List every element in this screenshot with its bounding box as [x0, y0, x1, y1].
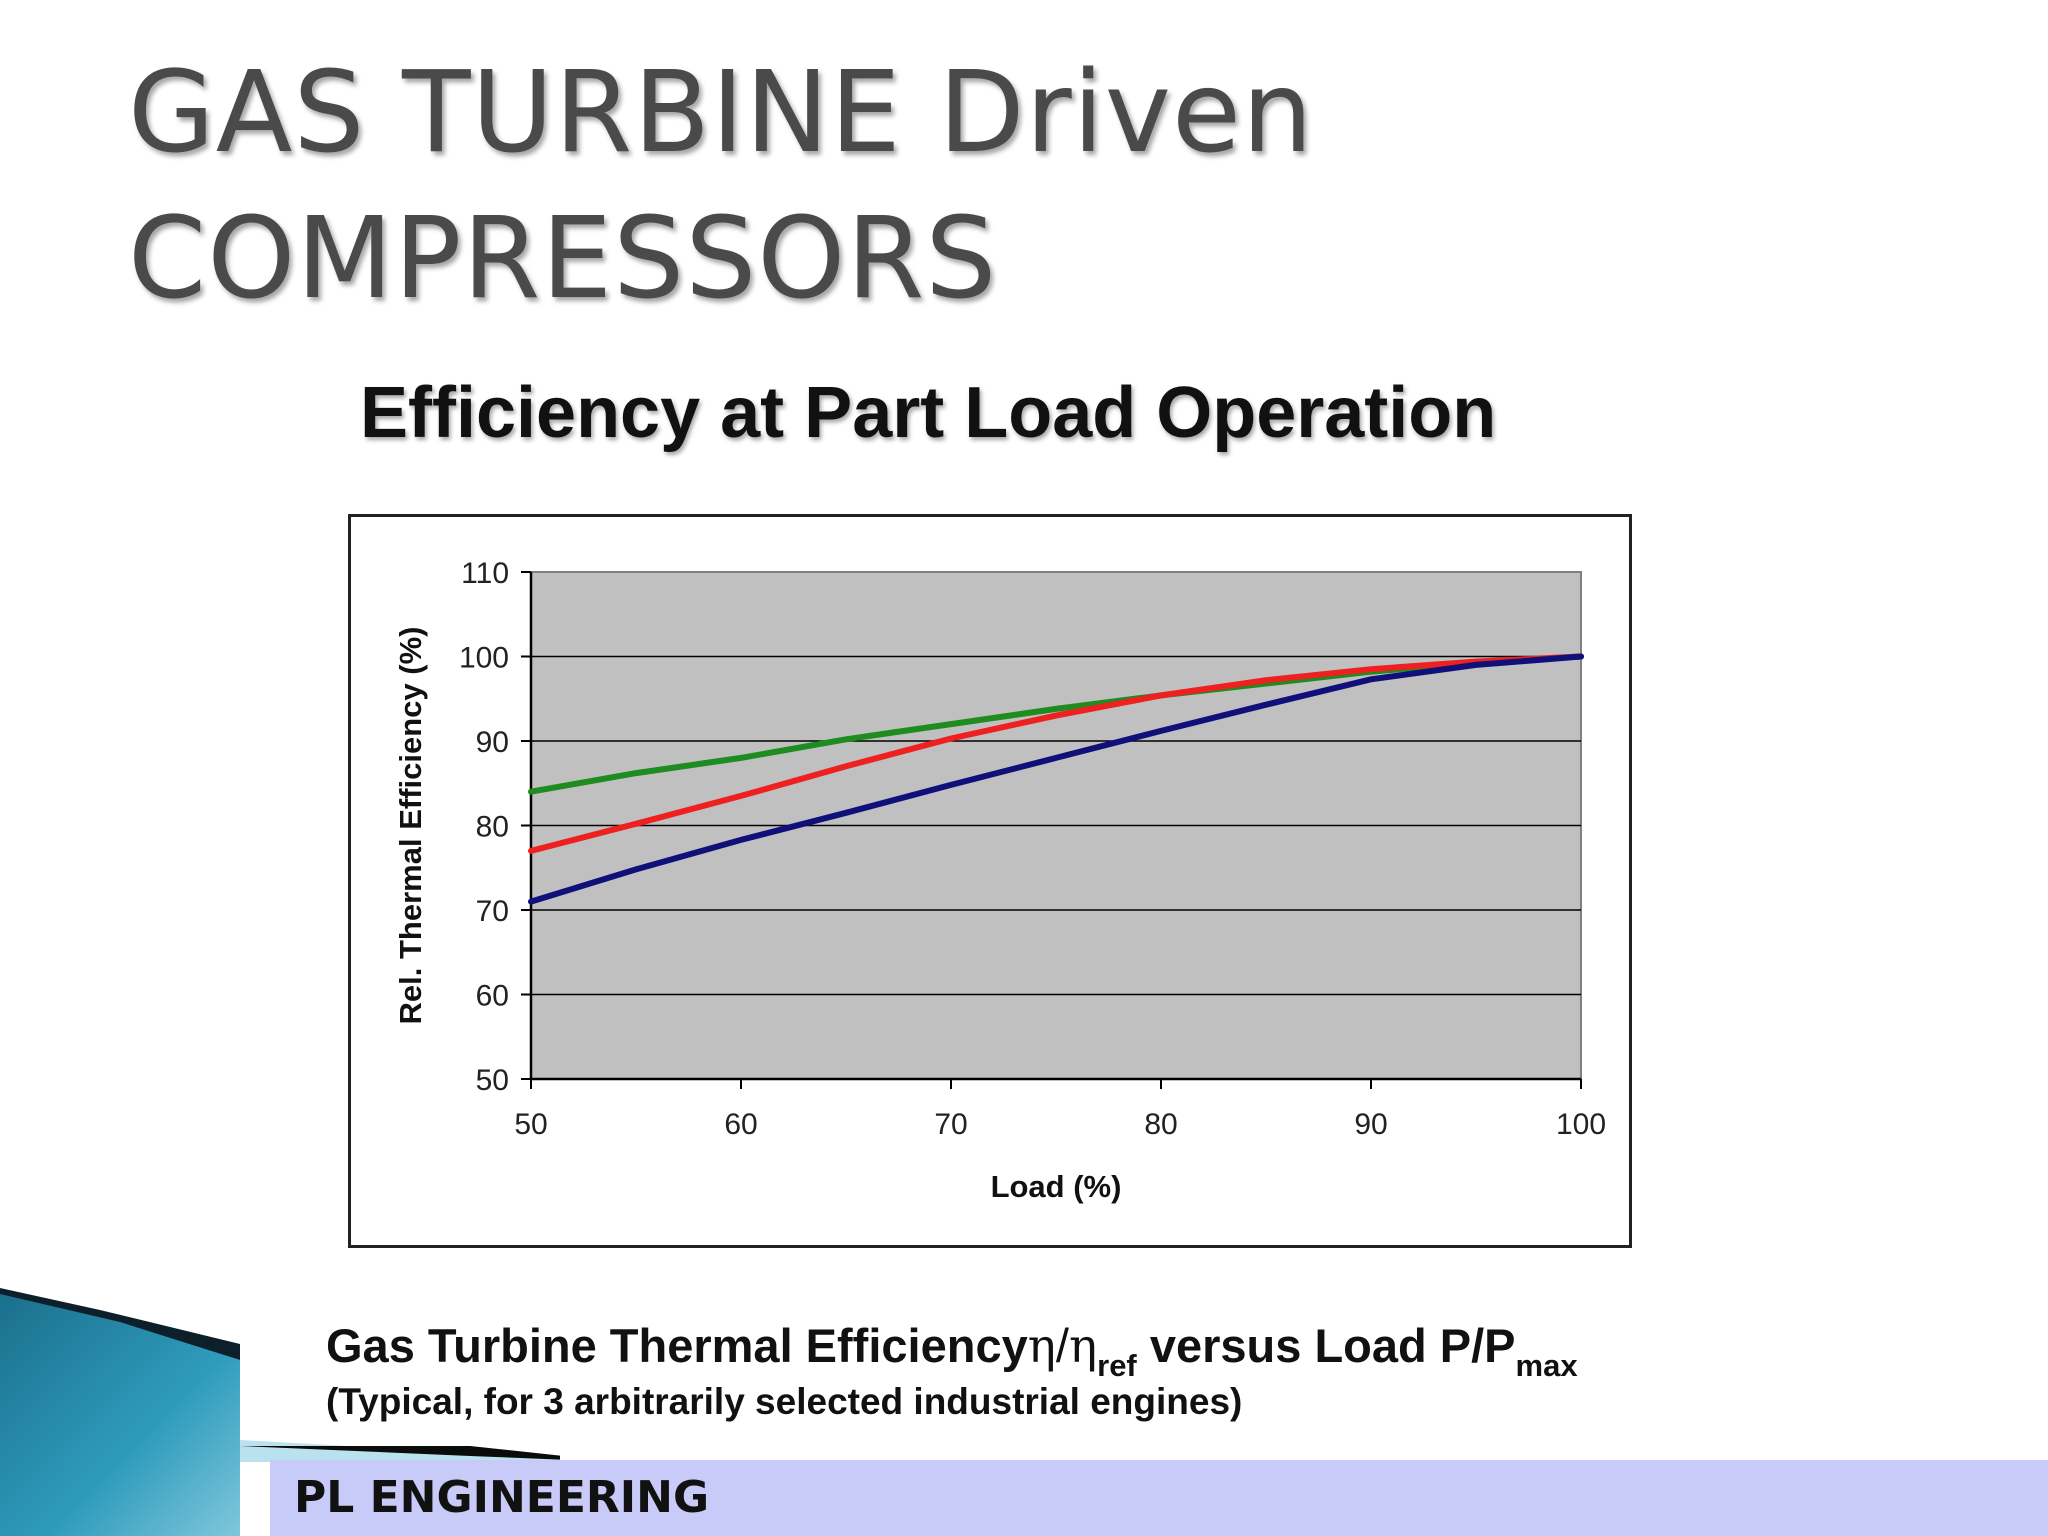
x-tick-label-90: 90 — [1354, 1108, 1387, 1141]
x-tick-label-80: 80 — [1144, 1108, 1177, 1141]
caption-text-b: versus Load P/P — [1136, 1319, 1516, 1372]
x-tick-label-100: 100 — [1556, 1108, 1606, 1141]
slide-title-line1: GAS TURBINE Driven — [128, 48, 1314, 178]
chart-frame: 50 60 70 80 90 100 110 50 60 70 80 90 100 Load (%) Rel… — [348, 514, 1632, 1248]
x-axis-label: Load (%) — [991, 1169, 1122, 1204]
series-line-navy — [528, 653, 1584, 905]
x-tick-label-50: 50 — [514, 1108, 547, 1141]
y-tick-label-60: 60 — [476, 980, 509, 1013]
series-line-red — [528, 653, 1584, 854]
decorative-swoosh — [0, 1288, 560, 1536]
x-tick-label-60: 60 — [724, 1108, 757, 1141]
caption-eta: η — [1027, 1319, 1056, 1374]
slide-title: GAS TURBINE Driven COMPRESSORS — [128, 40, 1314, 332]
footer-text: PL ENGINEERING — [294, 1472, 710, 1523]
caption-eta-ref: η — [1068, 1319, 1098, 1374]
slide-title-line2: COMPRESSORS — [128, 194, 998, 324]
footer-bar: PL ENGINEERING — [270, 1460, 2048, 1536]
chart-caption: Gas Turbine Thermal Efficiencyη/ηref ver… — [326, 1318, 1578, 1427]
caption-line1: Gas Turbine Thermal Efficiencyη/ηref ver… — [326, 1318, 1578, 1381]
caption-slash: / — [1055, 1319, 1069, 1372]
y-tick-label-90: 90 — [476, 726, 509, 759]
chart-title: Efficiency at Part Load Operation — [360, 373, 1497, 453]
y-tick-label-110: 110 — [461, 557, 509, 590]
x-tick-label-70: 70 — [934, 1108, 967, 1141]
y-tick-label-70: 70 — [476, 895, 509, 928]
y-tick-label-100: 100 — [459, 642, 509, 675]
caption-ref-subscript: ref — [1097, 1348, 1137, 1383]
caption-line2: (Typical, for 3 arbitrarily selected ind… — [326, 1381, 1243, 1422]
caption-text-a: Gas Turbine Thermal Efficiency — [326, 1319, 1028, 1372]
y-tick-label-80: 80 — [476, 811, 509, 844]
y-axis-label: Rel. Thermal Efficiency (%) — [393, 627, 428, 1025]
y-tick-label-50: 50 — [476, 1064, 509, 1097]
caption-max-subscript: max — [1515, 1348, 1578, 1383]
efficiency-line-chart: 50 60 70 80 90 100 110 50 60 70 80 90 100 Load (%) Rel… — [393, 557, 1606, 1204]
